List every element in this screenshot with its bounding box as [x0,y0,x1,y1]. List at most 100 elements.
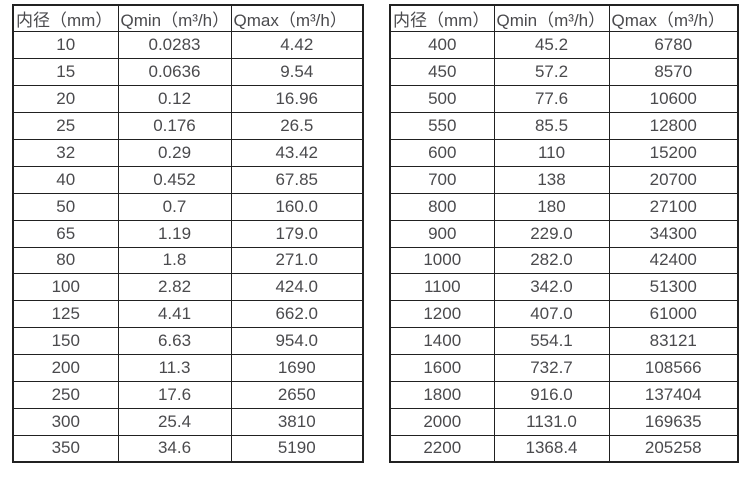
table-body: 10 0.0283 4.42 15 0.0636 9.54 20 0.12 16.96 25 0.1… [12,31,364,463]
flow-range-table-large-diameters: 内径（mm） Qmin（m³/h） Qmax（m³/h） 400 45.2 6780… [389,4,739,464]
table-cell: 180 [493,192,610,221]
table-cell: 1.8 [117,246,232,275]
table-cell: 137404 [608,380,739,409]
table-cell: 1200 [389,300,495,329]
table-cell: 1690 [230,354,364,382]
table-cell: 34300 [608,219,739,248]
table-cell: 2650 [230,380,364,409]
table-row: 15 0.0636 9.54 [12,58,364,87]
table-cell: 6780 [608,31,739,60]
table-cell: 300 [12,407,119,436]
table-row: 1600 732.7 108566 [389,354,739,382]
flow-range-table-small-diameters: 内径（mm） Qmin（m³/h） Qmax（m³/h） 10 0.0283 4.4… [12,4,364,464]
table-cell: 45.2 [493,31,610,60]
table-cell: 700 [389,165,495,194]
table-row: 500 77.6 10600 [389,85,739,114]
table-row: 1000 282.0 42400 [389,246,739,275]
table-cell: 900 [389,219,495,248]
table-row: 1800 916.0 137404 [389,380,739,409]
table-cell: 34.6 [117,434,232,463]
table-cell: 67.85 [230,165,364,194]
table-row: 350 34.6 5190 [12,434,364,463]
table-cell: 100 [12,273,119,302]
col-header-qmin: Qmin（m³/h） [117,4,232,33]
table-cell: 0.29 [117,138,232,167]
table-row: 80 1.8 271.0 [12,246,364,275]
table-cell: 2000 [389,407,495,436]
table-cell: 2200 [389,434,495,463]
table-cell: 1400 [389,327,495,356]
table-cell: 2.82 [117,273,232,302]
table-cell: 1.19 [117,219,232,248]
table-cell: 25 [12,112,119,140]
table-cell: 424.0 [230,273,364,302]
table-row: 25 0.176 26.5 [12,112,364,140]
table-row: 100 2.82 424.0 [12,273,364,302]
table-cell: 160.0 [230,192,364,221]
table-cell: 9.54 [230,58,364,87]
table-cell: 250 [12,380,119,409]
table-body: 400 45.2 6780 450 57.2 8570 500 77.6 10600 550 85.… [389,31,739,463]
table-row: 600 110 15200 [389,138,739,167]
table-cell: 108566 [608,354,739,382]
col-header-qmax: Qmax（m³/h） [608,4,739,33]
table-cell: 12800 [608,112,739,140]
table-row: 1400 554.1 83121 [389,327,739,356]
table-cell: 0.12 [117,85,232,114]
table-cell: 0.7 [117,192,232,221]
table-cell: 500 [389,85,495,114]
table-cell: 25.4 [117,407,232,436]
table-cell: 400 [389,31,495,60]
table-cell: 80 [12,246,119,275]
table-cell: 0.452 [117,165,232,194]
table-cell: 0.176 [117,112,232,140]
table-cell: 83121 [608,327,739,356]
table-cell: 1100 [389,273,495,302]
table-cell: 179.0 [230,219,364,248]
table-cell: 10600 [608,85,739,114]
table-row: 200 11.3 1690 [12,354,364,382]
table-cell: 32 [12,138,119,167]
table-cell: 1368.4 [493,434,610,463]
table-cell: 43.42 [230,138,364,167]
table-cell: 916.0 [493,380,610,409]
table-cell: 3810 [230,407,364,436]
table-cell: 200 [12,354,119,382]
table-cell: 57.2 [493,58,610,87]
table-row: 1200 407.0 61000 [389,300,739,329]
table-cell: 15200 [608,138,739,167]
table-row: 40 0.452 67.85 [12,165,364,194]
table-cell: 450 [389,58,495,87]
table-cell: 800 [389,192,495,221]
table-cell: 271.0 [230,246,364,275]
table-row: 2200 1368.4 205258 [389,434,739,463]
table-row: 700 138 20700 [389,165,739,194]
table-cell: 550 [389,112,495,140]
table-cell: 662.0 [230,300,364,329]
table-cell: 0.0636 [117,58,232,87]
table-cell: 27100 [608,192,739,221]
table-cell: 732.7 [493,354,610,382]
table-row: 400 45.2 6780 [389,31,739,60]
table-row: 32 0.29 43.42 [12,138,364,167]
table-cell: 169635 [608,407,739,436]
table-row: 800 180 27100 [389,192,739,221]
table-row: 50 0.7 160.0 [12,192,364,221]
table-cell: 77.6 [493,85,610,114]
table-row: 10 0.0283 4.42 [12,31,364,60]
table-cell: 0.0283 [117,31,232,60]
table-cell: 5190 [230,434,364,463]
table-cell: 6.63 [117,327,232,356]
table-cell: 342.0 [493,273,610,302]
table-cell: 138 [493,165,610,194]
col-header-qmax: Qmax（m³/h） [230,4,364,33]
table-cell: 17.6 [117,380,232,409]
table-row: 450 57.2 8570 [389,58,739,87]
table-row: 125 4.41 662.0 [12,300,364,329]
table-cell: 40 [12,165,119,194]
table-row: 150 6.63 954.0 [12,327,364,356]
table-cell: 20700 [608,165,739,194]
col-header-inner-diameter: 内径（mm） [389,4,495,33]
table-cell: 1000 [389,246,495,275]
header-row: 内径（mm） Qmin（m³/h） Qmax（m³/h） [389,4,739,33]
